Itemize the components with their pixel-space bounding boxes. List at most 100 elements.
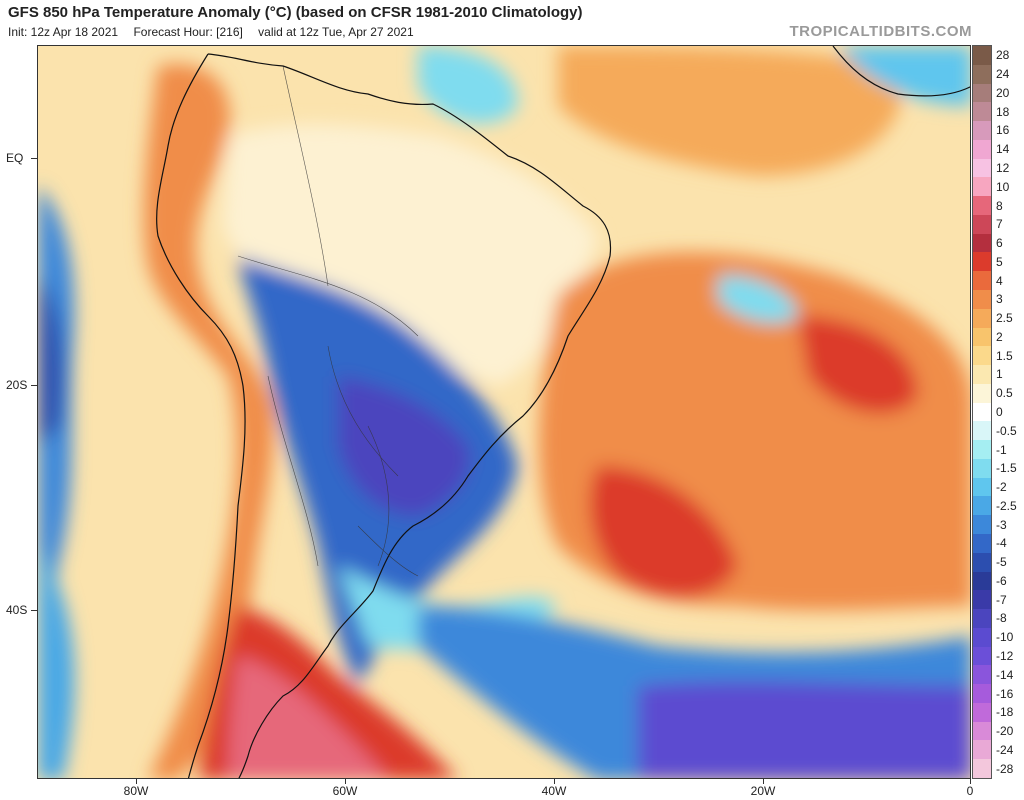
country-borders (237, 65, 419, 577)
colorbar-cell (973, 158, 991, 178)
init-time: Init: 12z Apr 18 2021 (8, 25, 119, 39)
colorbar-cell (973, 64, 991, 85)
colorbar-label: -16 (996, 686, 1014, 701)
lon-label-60w: 60W (332, 784, 358, 798)
colorbar-cell (973, 271, 991, 291)
africa-coastline (832, 46, 970, 97)
colorbar-label: -8 (996, 611, 1007, 626)
colorbar-cell (973, 646, 991, 666)
north-cold-patch (418, 46, 518, 124)
colorbar-label: 1.5 (996, 348, 1013, 363)
colorbar-cell (973, 627, 991, 648)
valid-time: valid at 12z Tue, Apr 27 2021 (258, 25, 414, 39)
border-line-3 (327, 345, 399, 477)
colorbar-label: 3 (996, 292, 1003, 307)
lat-label-40s: 40S (6, 603, 28, 617)
colorbar-label: 0.5 (996, 386, 1013, 401)
colorbar-cell (973, 665, 991, 685)
colorbar-label: -5 (996, 555, 1007, 570)
colorbar-label: -2.5 (996, 498, 1017, 513)
colorbar-label: 28 (996, 48, 1010, 63)
lon-label-40w: 40W (541, 784, 567, 798)
colorbar-cell (973, 233, 991, 253)
colorbar-cell (973, 552, 991, 573)
colorbar-label: -20 (996, 724, 1014, 739)
lat-tick-40s (31, 610, 37, 611)
coastlines (156, 46, 970, 778)
colorbar-cell (973, 308, 991, 329)
colorbar-cell (973, 290, 991, 310)
lon-label-0: 0 (966, 784, 974, 798)
colorbar-label: 24 (996, 67, 1010, 82)
colorbar-cell (973, 740, 991, 760)
andes-warm-anomaly (143, 64, 274, 778)
border-line-6 (357, 525, 419, 577)
border-line-1 (282, 65, 329, 287)
colorbar-label: -10 (996, 630, 1014, 645)
border-line-4 (367, 425, 390, 567)
border-line-5 (267, 375, 319, 567)
border-line-2 (237, 255, 419, 337)
colorbar-cell (973, 721, 991, 741)
colorbar-label: -28 (996, 761, 1014, 776)
colorbar-cell (973, 46, 991, 66)
colorbar-label: 0 (996, 405, 1003, 419)
colorbar-cell (973, 609, 991, 629)
lon-label-80w: 80W (123, 784, 149, 798)
lat-tick-20s (31, 385, 37, 386)
colorbar-label: 18 (996, 104, 1010, 119)
colorbar-label: 2 (996, 329, 1003, 344)
colorbar-label: -1 (996, 442, 1007, 457)
atlantic-cold-patch (718, 275, 798, 324)
lon-tick-20w (763, 779, 764, 784)
colorbar-label: -1.5 (996, 461, 1017, 476)
colorbar-label: 5 (996, 254, 1003, 269)
colorbar-cell (973, 590, 991, 610)
colorbar-cell (973, 515, 991, 535)
atlantic-core-warm (798, 316, 918, 414)
lon-label-20w: 20W (750, 784, 776, 798)
colorbar-cell (973, 102, 991, 122)
south-america-coastline (207, 53, 612, 778)
patagonia-hot (228, 656, 387, 778)
colorbar-cell (973, 196, 991, 216)
colorbar-label: -14 (996, 667, 1014, 682)
brazil-deep-cold-anomaly (338, 376, 470, 516)
colorbar-label: 7 (996, 217, 1003, 232)
colorbar-label: 1 (996, 367, 1003, 382)
colorbar-cell (973, 402, 991, 422)
lat-label-20s: 20S (6, 378, 28, 392)
colorbar-cell (973, 421, 991, 441)
colorbar-label: 2.5 (996, 311, 1013, 326)
colorbar-cell (973, 139, 991, 160)
colorbar-label: 16 (996, 123, 1010, 138)
colorbar-cell (973, 177, 991, 197)
colorbar-cell (973, 346, 991, 366)
colorbar-label: 8 (996, 198, 1003, 213)
colorbar-cell (973, 252, 991, 272)
colorbar-cell (973, 702, 991, 723)
colorbar-label: -2 (996, 480, 1007, 495)
south-america-west-coastline (156, 53, 246, 778)
map-title: GFS 850 hPa Temperature Anomaly (°C) (ba… (8, 4, 583, 21)
colorbar-cell (973, 440, 991, 460)
colorbar-cell (973, 214, 991, 235)
lon-tick-60w (345, 779, 346, 784)
colorbar-cell (973, 83, 991, 103)
colorbar-cell (973, 383, 991, 404)
map-canvas (38, 46, 970, 778)
africa-cold-patch (838, 46, 970, 106)
colorbar-label: -12 (996, 649, 1014, 663)
colorbar-label: -18 (996, 705, 1014, 720)
colorbar-label: -4 (996, 536, 1007, 551)
pacific-deep-cold-anomaly (38, 276, 64, 446)
colorbar-label: 6 (996, 236, 1003, 251)
colorbar-label: 20 (996, 85, 1010, 100)
colorbar-label: -0.5 (996, 423, 1017, 438)
amazon-neutral (223, 124, 598, 386)
pacific-south-cold (38, 546, 75, 778)
colorbar-cell (973, 759, 991, 779)
lon-tick-80w (136, 779, 137, 784)
colorbar-cell (973, 496, 991, 516)
colorbar-cell (973, 327, 991, 347)
